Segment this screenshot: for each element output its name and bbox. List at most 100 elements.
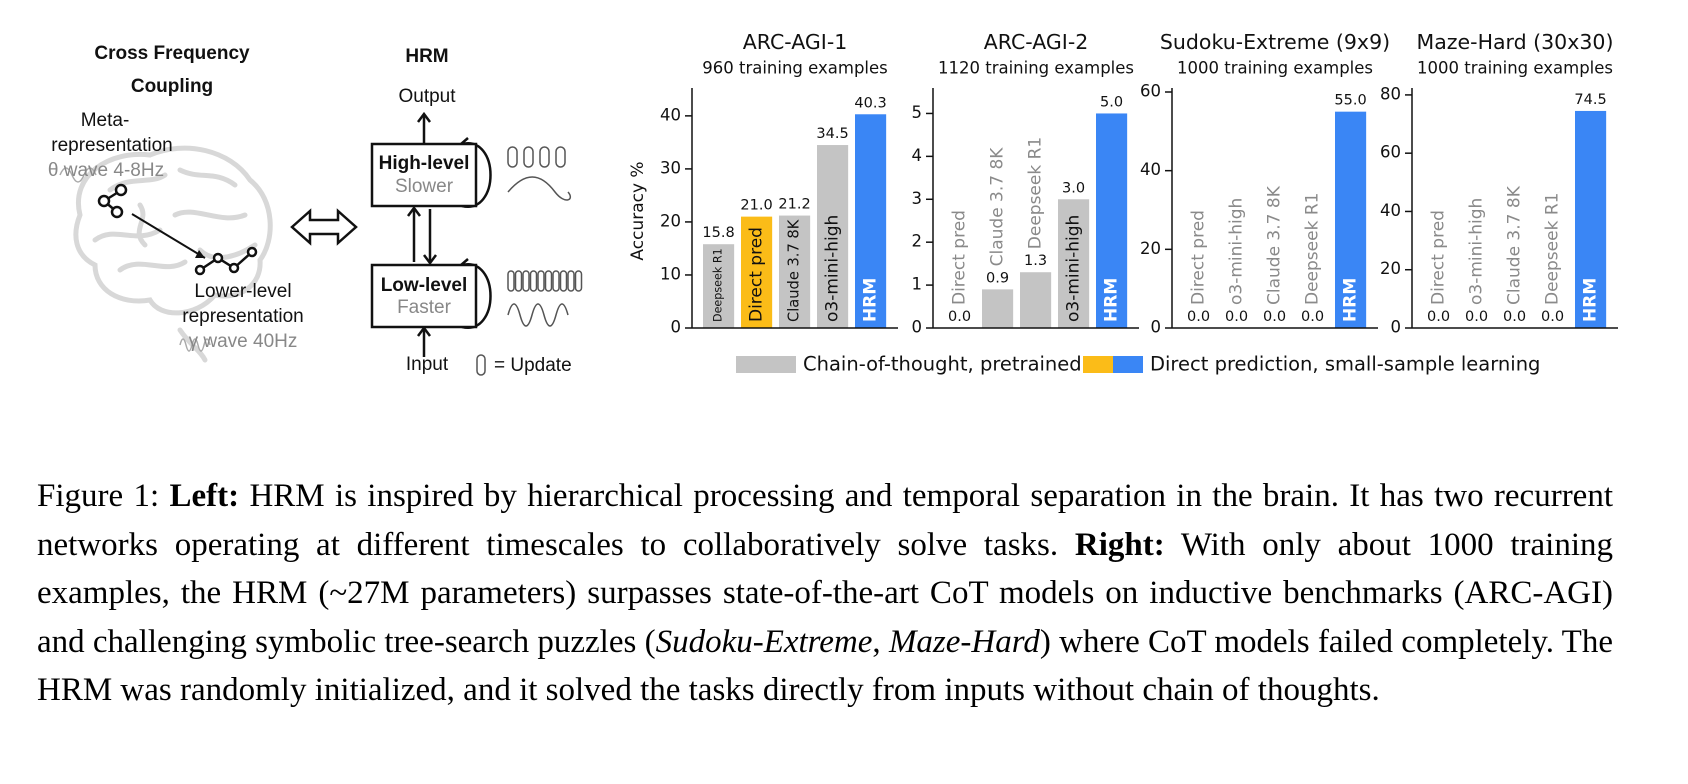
category-label: Direct pred [1429, 210, 1449, 305]
category-label: HRM [1581, 278, 1601, 322]
y-tick-label: 0 [1151, 318, 1162, 337]
value-label: 21.0 [740, 198, 772, 214]
capsule [507, 146, 518, 168]
label: representation [51, 135, 172, 156]
label: Output [398, 86, 456, 107]
capsule [567, 270, 575, 292]
capsule [522, 270, 530, 292]
capsule [544, 270, 553, 292]
category-label: Direct pred [950, 210, 970, 305]
update-icons [507, 146, 583, 292]
bar [1335, 111, 1367, 329]
caption-text: ) where CoT models failed completely. Th… [37, 623, 1613, 709]
y-tick-label: 5 [912, 103, 923, 122]
value-label: 3.0 [1062, 180, 1085, 196]
capsule [507, 270, 515, 292]
capsule [514, 270, 523, 292]
caption-text: Figure 1: [37, 478, 170, 514]
brain-illustration [73, 145, 273, 363]
category-label: HRM [1102, 278, 1122, 322]
caption-text: Maze-Hard [888, 623, 1040, 660]
value-label: 15.8 [702, 225, 734, 241]
y-tick-label: 3 [912, 189, 923, 208]
caption-text: With only about 1000 training examples, … [37, 526, 1613, 660]
value-label: 55.0 [1334, 93, 1366, 109]
bar [741, 216, 773, 328]
value-label: 0.0 [1503, 309, 1526, 325]
category-label: Direct pred [1189, 210, 1209, 305]
category-label: o3-mini-high [1064, 215, 1084, 322]
label: Meta- [81, 110, 130, 131]
bar [779, 215, 811, 328]
value-label: 0.0 [948, 309, 971, 325]
chart-subtitle: 1000 training examples [1417, 59, 1613, 78]
slow-wave [507, 176, 572, 201]
fast-wave [507, 303, 569, 327]
value-label: 5.0 [1100, 94, 1123, 110]
y-tick-label: 10 [660, 264, 681, 283]
capsule [539, 146, 550, 168]
y-tick-label: 1 [912, 275, 923, 294]
capsule [523, 146, 534, 168]
y-tick-label: 0 [912, 318, 923, 337]
y-tick-label: 20 [1380, 259, 1401, 278]
value-label: 0.0 [1465, 309, 1488, 325]
value-label: 0.0 [1187, 309, 1210, 325]
chart-subtitle: 1000 training examples [1177, 59, 1373, 78]
bar [1058, 199, 1090, 328]
network-icon [97, 183, 128, 219]
label: θ wave 4-8Hz [48, 160, 164, 181]
capsule [552, 270, 560, 292]
caption-text: , [872, 623, 889, 660]
chart-title: Sudoku-Extreme (9x9) [1160, 30, 1390, 54]
value-label: 0.0 [1541, 309, 1564, 325]
category-label: Direct pred [747, 227, 767, 322]
capsule [555, 146, 566, 168]
value-label: 40.3 [854, 95, 886, 111]
figure: Cross Frequency Coupling Meta- represent… [48, 30, 1618, 376]
value-label: 0.0 [1263, 309, 1286, 325]
category-label: Claude 3.7 8K [1265, 185, 1285, 305]
category-label: Deepseek R1 [1026, 137, 1046, 249]
value-label: 1.3 [1024, 253, 1047, 269]
y-tick-label: 60 [1140, 82, 1161, 101]
low-level-box [370, 263, 478, 329]
update-legend-icon [476, 354, 486, 376]
bar [982, 289, 1014, 328]
bar [817, 145, 849, 328]
bar [1096, 113, 1128, 328]
theta-wave [59, 167, 97, 183]
value-label: 21.2 [778, 197, 810, 213]
capsule [559, 270, 568, 292]
diagram-title: HRM [405, 46, 448, 67]
line-icon [194, 246, 258, 276]
label: Input [406, 354, 449, 375]
legend-swatch [1083, 356, 1113, 373]
chart-title: ARC-AGI-1 [743, 30, 848, 54]
arrow [131, 213, 206, 259]
bar [855, 114, 887, 328]
value-label: 74.5 [1574, 92, 1606, 108]
capsule [574, 270, 583, 292]
label: representation [182, 306, 303, 327]
category-label: HRM [861, 278, 881, 322]
chart-title: Maze-Hard (30x30) [1417, 30, 1614, 54]
category-label: Claude 3.7 8K [786, 219, 803, 322]
y-tick-label: 4 [912, 146, 923, 165]
value-label: 0.9 [986, 270, 1009, 286]
caption: Figure 1: Left: HRM is inspired by hiera… [37, 472, 1613, 715]
y-tick-label: 60 [1380, 143, 1401, 162]
caption-text: Right: [1074, 526, 1165, 563]
y-tick-label: 80 [1380, 84, 1401, 103]
y-tick-label: 40 [1140, 160, 1161, 179]
category-label: o3-mini-high [1227, 198, 1247, 305]
y-tick-label: 30 [660, 158, 681, 177]
y-tick-label: 0 [671, 318, 682, 337]
category-label: HRM [1341, 278, 1361, 322]
y-tick-label: 40 [1380, 201, 1401, 220]
y-tick-label: 0 [1391, 318, 1402, 337]
legend-label: Chain-of-thought, pretrained [803, 353, 1082, 376]
label: = Update [494, 355, 572, 376]
double-arrow [290, 208, 358, 246]
